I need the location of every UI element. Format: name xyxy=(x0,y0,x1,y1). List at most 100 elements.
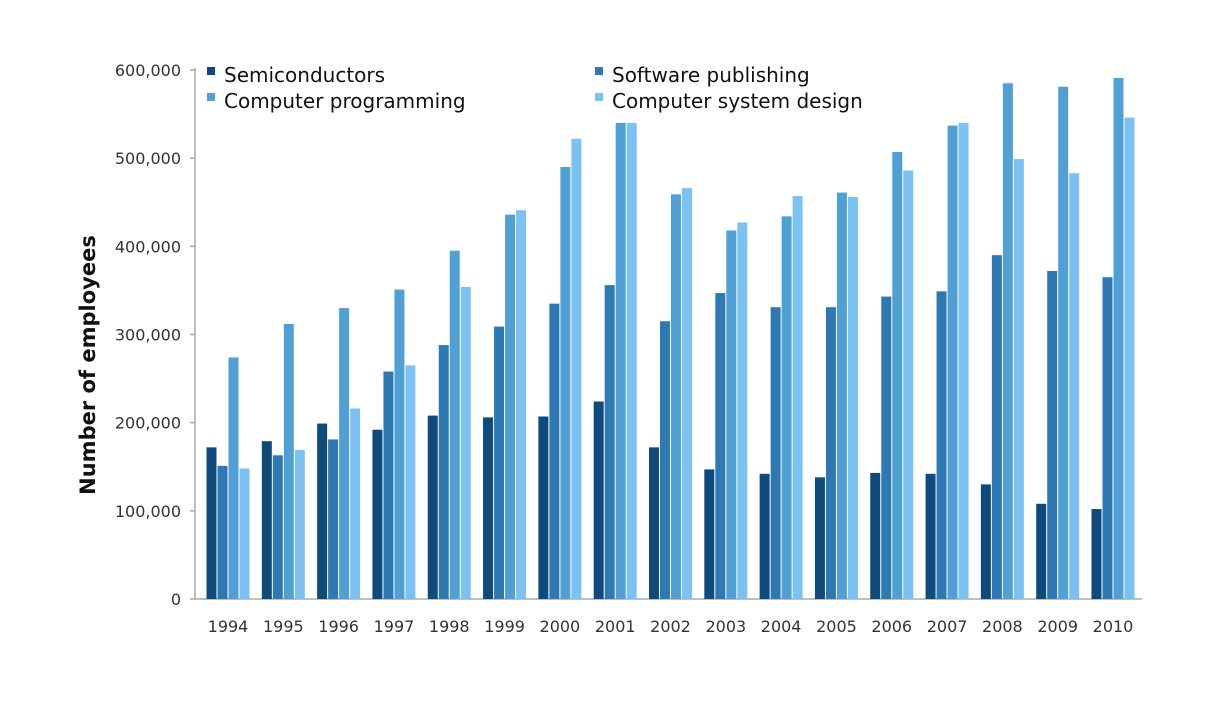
bar-software-publishing-2006 xyxy=(881,296,892,599)
bar-semiconductors-1994 xyxy=(206,447,217,599)
legend: Semiconductors Software publishingCompute… xyxy=(207,63,863,113)
bar-software-publishing-1995 xyxy=(272,455,283,599)
bar-computer-system-design-2008 xyxy=(1013,159,1024,599)
bar-computer-programming-2006 xyxy=(892,151,903,599)
legend-swatch xyxy=(595,93,603,101)
bar-computer-programming-2005 xyxy=(836,192,847,599)
bar-computer-system-design-2005 xyxy=(847,196,858,599)
bar-software-publishing-1999 xyxy=(494,326,505,599)
x-tick-label: 1998 xyxy=(429,617,470,636)
x-tick-label: 1995 xyxy=(263,617,304,636)
bar-software-publishing-1996 xyxy=(328,439,339,599)
bar-computer-system-design-2004 xyxy=(792,196,803,599)
y-tick-label: 200,000 xyxy=(115,414,181,433)
bars xyxy=(206,77,1135,600)
x-tick-label: 2003 xyxy=(705,617,746,636)
x-tick-label: 2002 xyxy=(650,617,691,636)
bar-computer-programming-2001 xyxy=(615,122,626,600)
bar-semiconductors-2002 xyxy=(649,447,659,599)
bar-computer-system-design-2009 xyxy=(1069,173,1080,599)
bar-semiconductors-2001 xyxy=(593,401,604,599)
legend-swatch xyxy=(207,93,215,101)
bar-computer-system-design-2002 xyxy=(682,188,692,600)
bar-software-publishing-2007 xyxy=(936,291,947,599)
bar-computer-system-design-2003 xyxy=(737,222,748,600)
x-tick-label: 1996 xyxy=(318,617,359,636)
bar-semiconductors-2008 xyxy=(980,484,991,599)
bar-semiconductors-2000 xyxy=(538,416,549,599)
bar-computer-programming-2000 xyxy=(560,166,571,599)
x-tick-label: 2000 xyxy=(540,617,581,636)
bar-computer-system-design-2001 xyxy=(626,122,637,600)
bar-computer-programming-1998 xyxy=(449,250,460,599)
legend-swatch xyxy=(207,67,215,75)
bar-software-publishing-2010 xyxy=(1102,277,1113,599)
bar-software-publishing-2001 xyxy=(604,285,615,599)
x-tick-label: 2005 xyxy=(816,617,857,636)
legend-label: Software publishing xyxy=(612,63,810,87)
bar-software-publishing-2005 xyxy=(825,307,836,599)
bar-semiconductors-2004 xyxy=(759,473,770,599)
y-tick-label: 300,000 xyxy=(115,326,181,345)
x-tick-label: 2004 xyxy=(761,617,802,636)
x-tick-label: 2001 xyxy=(595,617,636,636)
bar-computer-system-design-2007 xyxy=(958,122,969,600)
bar-computer-system-design-1998 xyxy=(460,286,471,599)
y-tick-label: 0 xyxy=(171,590,181,609)
bar-computer-programming-1996 xyxy=(339,308,350,599)
bar-semiconductors-2006 xyxy=(870,472,881,599)
legend-label: Semiconductors xyxy=(224,63,385,87)
bar-software-publishing-1998 xyxy=(438,345,449,599)
bar-computer-programming-2008 xyxy=(1002,83,1013,600)
bar-semiconductors-1999 xyxy=(483,417,494,599)
y-axis-label: Number of employees xyxy=(76,235,100,495)
bar-software-publishing-2002 xyxy=(660,321,670,599)
bar-computer-system-design-1999 xyxy=(516,210,527,599)
bar-computer-programming-2002 xyxy=(671,194,681,599)
bar-semiconductors-2010 xyxy=(1091,509,1102,599)
bar-software-publishing-2000 xyxy=(549,303,560,599)
bar-computer-system-design-1995 xyxy=(294,449,305,599)
bar-semiconductors-2007 xyxy=(925,473,936,599)
bar-computer-programming-2007 xyxy=(947,125,958,600)
bar-software-publishing-2009 xyxy=(1047,271,1058,599)
bar-semiconductors-1995 xyxy=(261,441,272,599)
bar-computer-programming-1994 xyxy=(228,357,239,599)
bar-semiconductors-2003 xyxy=(704,469,715,599)
bar-computer-system-design-1997 xyxy=(405,365,416,599)
bar-semiconductors-1998 xyxy=(427,415,438,599)
bar-computer-programming-2004 xyxy=(781,216,792,599)
x-tick-label: 1999 xyxy=(484,617,525,636)
bar-computer-system-design-2000 xyxy=(571,138,582,599)
bar-computer-system-design-2006 xyxy=(903,170,914,599)
x-tick-label: 1997 xyxy=(374,617,415,636)
legend-swatch xyxy=(595,67,603,75)
x-tick-label: 2007 xyxy=(927,617,968,636)
bar-computer-programming-1997 xyxy=(394,289,405,599)
x-tick-label: 1994 xyxy=(208,617,249,636)
bar-software-publishing-2003 xyxy=(715,293,726,599)
y-tick-label: 600,000 xyxy=(115,61,181,80)
bar-semiconductors-2009 xyxy=(1036,503,1047,599)
legend-label: Computer system design xyxy=(612,89,863,113)
bar-software-publishing-1994 xyxy=(217,465,228,599)
bar-semiconductors-1997 xyxy=(372,429,383,599)
x-tick-label: 2010 xyxy=(1093,617,1134,636)
y-tick-label: 500,000 xyxy=(115,149,181,168)
x-tick-label: 2008 xyxy=(982,617,1023,636)
bar-semiconductors-1996 xyxy=(317,423,328,599)
bar-computer-system-design-1994 xyxy=(239,468,250,599)
bar-computer-programming-1999 xyxy=(505,214,516,600)
legend-label: Computer programming xyxy=(224,89,466,113)
bar-software-publishing-2004 xyxy=(770,307,781,599)
bar-computer-system-design-1996 xyxy=(350,408,361,599)
bar-semiconductors-2005 xyxy=(814,477,825,599)
axes: 0 100,000 200,000 300,000 400,000 500,000 600,… xyxy=(115,61,1142,636)
x-tick-label: 2006 xyxy=(871,617,912,636)
bar-computer-programming-2010 xyxy=(1113,77,1124,599)
bar-computer-system-design-2010 xyxy=(1124,117,1135,600)
y-tick-label: 100,000 xyxy=(115,502,181,521)
bar-computer-programming-2003 xyxy=(726,230,737,600)
bar-computer-programming-2009 xyxy=(1058,86,1069,600)
